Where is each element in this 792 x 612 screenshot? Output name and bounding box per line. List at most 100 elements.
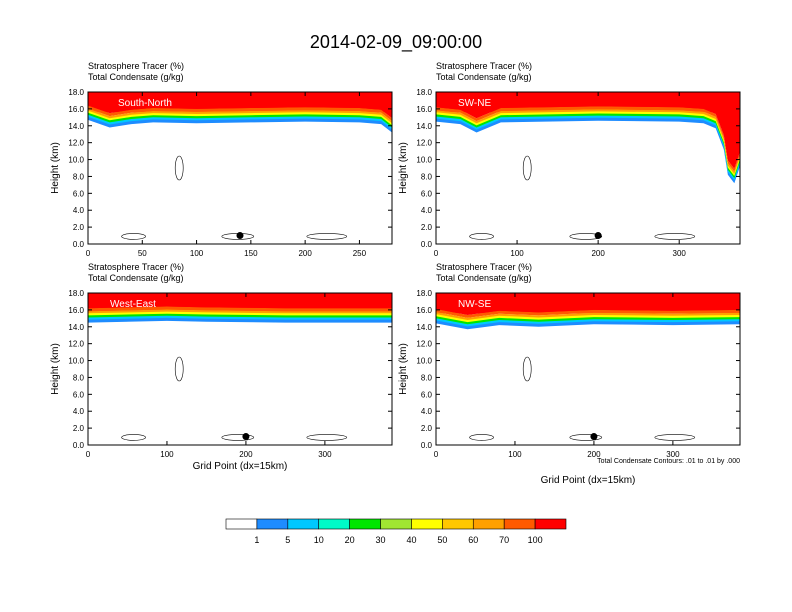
condensate-contour	[469, 233, 494, 240]
panel-west-east: Stratosphere Tracer (%)Total Condensate …	[50, 262, 393, 472]
y-tick-label: 10.0	[416, 357, 432, 366]
panel-nw-se: Stratosphere Tracer (%)Total Condensate …	[398, 262, 741, 486]
colorbar-label: 10	[314, 535, 324, 545]
location-marker	[242, 433, 250, 441]
x-tick-label: 200	[587, 450, 601, 459]
y-tick-label: 16.0	[68, 105, 84, 114]
y-tick-label: 10.0	[68, 156, 84, 165]
y-tick-label: 12.0	[416, 139, 432, 148]
plot-frame	[435, 292, 741, 446]
y-tick-label: 2.0	[73, 424, 85, 433]
y-tick-label: 2.0	[421, 223, 433, 232]
x-tick-label: 300	[673, 249, 687, 258]
main-title: 2014-02-09_09:00:00	[309, 32, 483, 52]
condensate-contour	[221, 434, 255, 441]
y-tick-label: 14.0	[68, 122, 84, 131]
condensate-contour	[469, 434, 494, 441]
x-tick-label: 300	[318, 450, 332, 459]
y-tick-label: 0.0	[73, 240, 85, 249]
condensate-contour	[121, 434, 146, 441]
y-tick-label: 12.0	[68, 340, 84, 349]
condensate-contour	[654, 434, 696, 441]
condensate-contour	[654, 233, 696, 240]
y-tick-label: 2.0	[421, 424, 433, 433]
tracer-band	[88, 313, 392, 319]
tracer-band	[88, 114, 392, 131]
plot-frame	[435, 91, 741, 245]
stratosphere-fill	[88, 92, 392, 119]
x-tick-label: 100	[508, 450, 522, 459]
x-tick-label: 300	[666, 450, 680, 459]
tracer-band	[436, 309, 740, 318]
panel-label: NW-SE	[458, 299, 491, 310]
y-tick-label: 10.0	[68, 357, 84, 366]
y-tick-label: 12.0	[416, 340, 432, 349]
tracer-band	[436, 314, 740, 323]
colorbar-label: 1	[254, 535, 259, 545]
tracer-band	[436, 113, 740, 179]
panel-label: West-East	[110, 299, 156, 310]
tracer-band	[88, 311, 392, 317]
y-tick-label: 8.0	[73, 373, 85, 382]
condensate-contour	[569, 233, 603, 240]
colorbar-label: 50	[437, 535, 447, 545]
tracer-band	[88, 315, 392, 321]
colorbar-cell	[256, 518, 289, 530]
y-tick-label: 0.0	[421, 240, 433, 249]
y-tick-label: 8.0	[73, 172, 85, 181]
y-tick-label: 6.0	[421, 390, 433, 399]
x-axis-label: Grid Point (dx=15km)	[541, 475, 636, 486]
panel-label: SW-NE	[458, 98, 491, 109]
y-tick-label: 6.0	[73, 390, 85, 399]
tracer-band	[436, 316, 740, 326]
location-marker	[236, 232, 244, 240]
tracer-band	[88, 105, 392, 122]
condensate-contour	[121, 233, 146, 240]
y-tick-label: 8.0	[421, 373, 433, 382]
y-axis-label: Height (km)	[50, 343, 61, 395]
y-tick-label: 18.0	[416, 88, 432, 97]
y-tick-label: 6.0	[421, 189, 433, 198]
x-tick-label: 0	[434, 450, 439, 459]
colorbar-label: 20	[345, 535, 355, 545]
tracer-band	[436, 115, 740, 182]
y-tick-label: 14.0	[68, 323, 84, 332]
tracer-band	[88, 306, 392, 312]
colorbar-cell	[442, 518, 474, 530]
tracer-band	[436, 106, 740, 172]
condensate-contour	[174, 356, 184, 382]
x-tick-label: 250	[353, 249, 367, 258]
x-tick-label: 0	[86, 249, 91, 258]
y-tick-label: 0.0	[73, 441, 85, 450]
tracer-band	[88, 317, 392, 323]
location-marker	[590, 433, 598, 441]
y-tick-label: 16.0	[416, 105, 432, 114]
colorbar-cell	[225, 518, 258, 530]
x-tick-label: 200	[298, 249, 312, 258]
y-axis-label: Height (km)	[50, 142, 61, 194]
y-tick-label: 4.0	[73, 407, 85, 416]
panel-header-tracer: Stratosphere Tracer (%)	[436, 61, 532, 71]
tracer-band	[88, 112, 392, 129]
tracer-band	[436, 117, 740, 184]
x-tick-label: 100	[190, 249, 204, 258]
colorbar-label: 30	[376, 535, 386, 545]
colorbar-cell	[411, 518, 443, 530]
y-tick-label: 6.0	[73, 189, 85, 198]
location-marker	[594, 232, 602, 240]
y-tick-label: 12.0	[68, 139, 84, 148]
x-tick-label: 50	[138, 249, 147, 258]
panel-sw-ne: Stratosphere Tracer (%)Total Condensate …	[398, 61, 741, 258]
y-tick-label: 2.0	[73, 223, 85, 232]
x-tick-label: 0	[434, 249, 439, 258]
panel-header-tracer: Stratosphere Tracer (%)	[436, 262, 532, 272]
tracer-band	[436, 320, 740, 330]
y-axis-label: Height (km)	[398, 142, 409, 194]
colorbar-cell	[472, 518, 505, 530]
tracer-band	[88, 108, 392, 125]
panel-header-tracer: Stratosphere Tracer (%)	[88, 61, 184, 71]
colorbar-label: 60	[468, 535, 478, 545]
stratosphere-fill	[436, 293, 740, 315]
y-tick-label: 4.0	[421, 206, 433, 215]
